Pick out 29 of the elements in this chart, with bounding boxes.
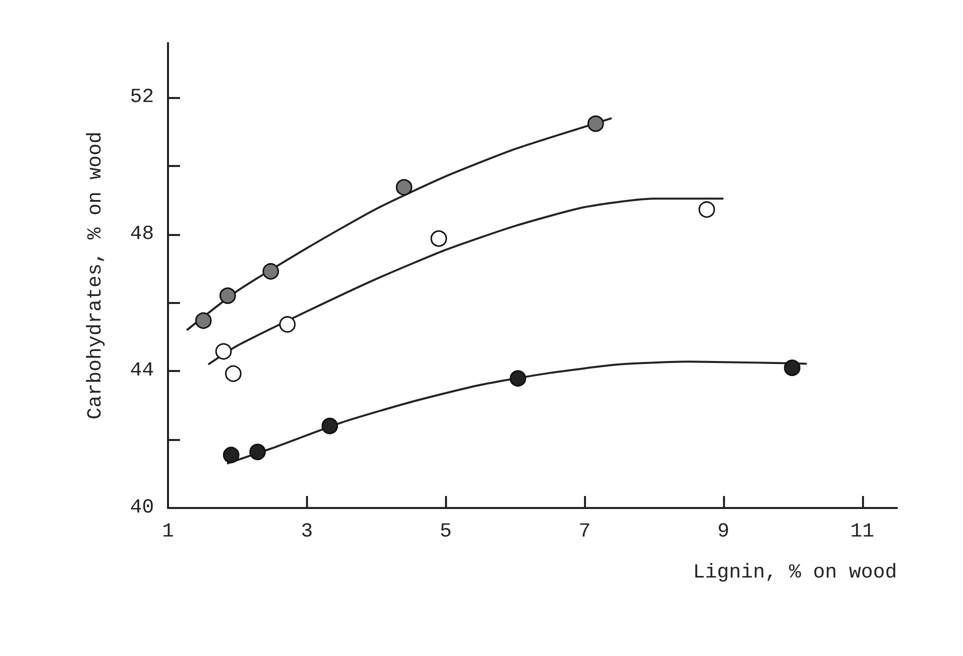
x-tick-label: 1 xyxy=(162,520,174,544)
point xyxy=(396,179,412,196)
point xyxy=(279,316,296,333)
point xyxy=(262,263,280,280)
point xyxy=(195,312,212,329)
y-tick-label: 40 xyxy=(130,496,154,520)
point xyxy=(219,287,236,304)
y-tick-label: 48 xyxy=(130,222,154,246)
x-tick-label: 5 xyxy=(440,520,452,544)
y-tick-label: 44 xyxy=(130,360,154,383)
point xyxy=(225,365,242,382)
point xyxy=(222,446,240,464)
point xyxy=(322,418,338,434)
x-tick-label: 3 xyxy=(300,520,313,544)
x-tick-label: 7 xyxy=(578,520,591,544)
line-series xyxy=(207,198,724,366)
line-series xyxy=(186,117,613,332)
x-tick-label: 9 xyxy=(717,520,730,544)
y-tick-label: 52 xyxy=(130,86,154,110)
point xyxy=(587,115,604,132)
point xyxy=(215,343,232,360)
point xyxy=(430,230,448,247)
x-tick-label: 11 xyxy=(850,520,874,544)
point xyxy=(249,444,266,460)
y-axis-title: Carbohydrates, % on wood xyxy=(84,131,108,420)
x-axis-title: Lignin, % on wood xyxy=(692,562,897,584)
point xyxy=(698,201,716,218)
point xyxy=(784,360,800,376)
point xyxy=(510,370,526,387)
